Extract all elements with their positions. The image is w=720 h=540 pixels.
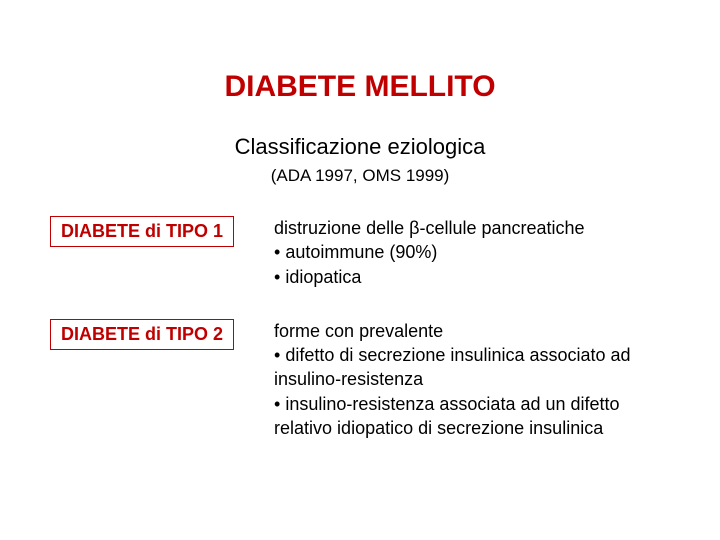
source-note: (ADA 1997, OMS 1999) — [40, 166, 680, 186]
detail-line: distruzione delle β-cellule pancreatiche — [274, 216, 680, 240]
section-type-2: DIABETE di TIPO 2 forme con prevalente •… — [40, 319, 680, 440]
detail-line: • insulino-resistenza associata ad un di… — [274, 392, 680, 441]
label-type-2: DIABETE di TIPO 2 — [50, 319, 234, 350]
detail-line: • difetto di secrezione insulinica assoc… — [274, 343, 680, 392]
details-type-2: forme con prevalente • difetto di secrez… — [274, 319, 680, 440]
detail-line: • autoimmune (90%) — [274, 240, 680, 264]
details-type-1: distruzione delle β-cellule pancreatiche… — [274, 216, 680, 289]
detail-line: • idiopatica — [274, 265, 680, 289]
section-type-1: DIABETE di TIPO 1 distruzione delle β-ce… — [40, 216, 680, 289]
subtitle: Classificazione eziologica — [40, 134, 680, 160]
detail-line: forme con prevalente — [274, 319, 680, 343]
label-type-1: DIABETE di TIPO 1 — [50, 216, 234, 247]
page-title: DIABETE MELLITO — [40, 70, 680, 104]
